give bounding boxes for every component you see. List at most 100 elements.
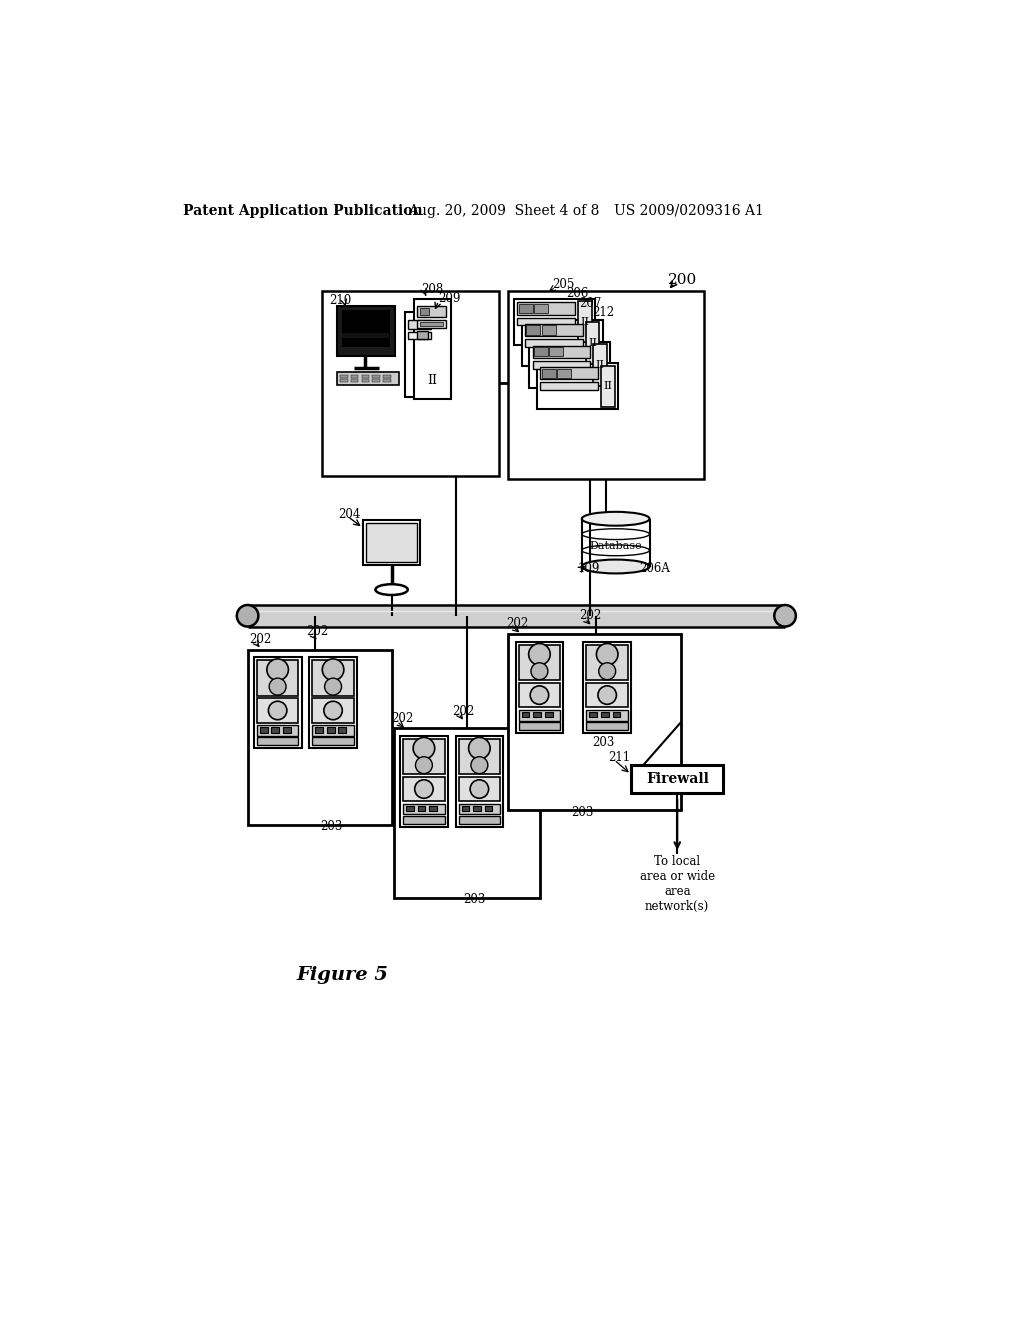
Bar [309,657,357,748]
Text: 206: 206 [566,288,589,301]
Text: 200: 200 [668,273,697,286]
Text: 205: 205 [553,279,574,292]
Ellipse shape [376,585,408,595]
Circle shape [325,678,342,696]
Circle shape [528,644,550,665]
Bar [342,310,390,347]
Bar [545,711,553,718]
Bar [257,725,298,737]
Bar [508,290,705,479]
Circle shape [269,678,286,696]
Text: Firewall: Firewall [646,772,709,785]
Bar [417,306,446,317]
Circle shape [531,663,548,680]
Bar [383,379,391,381]
Bar [532,346,590,358]
Bar [417,331,428,339]
Bar [260,727,267,733]
Circle shape [471,756,487,774]
Circle shape [599,663,615,680]
Bar [557,368,571,378]
Text: US 2009/0209316 A1: US 2009/0209316 A1 [614,203,764,218]
Text: 203: 203 [593,735,615,748]
Bar [508,635,681,809]
Bar [417,321,446,327]
Bar [550,347,563,356]
Bar [586,322,599,364]
Circle shape [267,659,289,681]
Bar [587,645,628,681]
Bar [587,722,628,730]
Bar [383,375,391,378]
Bar [429,807,437,812]
Text: To local
area or wide
area
network(s): To local area or wide area network(s) [640,855,715,912]
Bar [403,804,444,814]
Bar [361,375,370,378]
Bar [404,313,435,397]
Bar [459,804,500,814]
Bar [587,682,628,708]
Bar [373,375,380,378]
Bar [631,766,724,793]
Bar [283,727,291,733]
Bar [361,379,370,381]
Bar [403,776,444,801]
Bar [517,318,574,326]
Text: II: II [588,338,597,348]
Bar [312,660,354,696]
Bar [521,711,529,718]
Bar [418,807,425,812]
Text: 109: 109 [578,561,599,574]
Circle shape [413,738,435,759]
Bar [257,738,298,744]
Bar [403,816,444,824]
Bar [459,776,500,801]
Bar [518,682,560,708]
Text: 202: 202 [306,624,329,638]
Bar [484,807,493,812]
Text: 203: 203 [319,820,342,833]
Bar [340,379,348,381]
Circle shape [324,701,342,719]
Bar [312,698,354,723]
Bar [593,345,607,385]
Bar [518,304,532,313]
Text: 203: 203 [463,892,485,906]
Bar [459,816,500,824]
Bar [578,301,592,342]
Bar [526,326,541,335]
Bar [515,642,563,733]
Bar [315,727,323,733]
Circle shape [323,659,344,681]
Bar [257,698,298,723]
Bar [534,711,541,718]
Text: Figure 5: Figure 5 [296,966,388,983]
Ellipse shape [774,605,796,627]
Bar [532,360,590,368]
Bar [542,326,556,335]
Text: 212: 212 [593,306,614,319]
Bar [373,379,380,381]
Text: 202: 202 [249,634,271,647]
Circle shape [598,686,616,705]
Bar [587,710,628,721]
Bar [414,298,451,399]
Text: II: II [427,374,437,387]
Bar [517,302,574,314]
Text: 210: 210 [330,293,351,306]
Text: 202: 202 [579,610,601,622]
Bar [254,657,301,748]
Bar [364,520,420,565]
Text: 211: 211 [608,751,630,764]
Text: 202: 202 [391,713,413,726]
Ellipse shape [237,605,258,627]
Bar [529,342,610,388]
Circle shape [469,738,490,759]
Bar [407,807,414,812]
Bar [322,290,499,475]
Text: 203: 203 [571,807,593,820]
Bar [408,333,431,339]
Bar [351,379,358,381]
Bar [403,739,444,775]
Ellipse shape [582,560,649,573]
